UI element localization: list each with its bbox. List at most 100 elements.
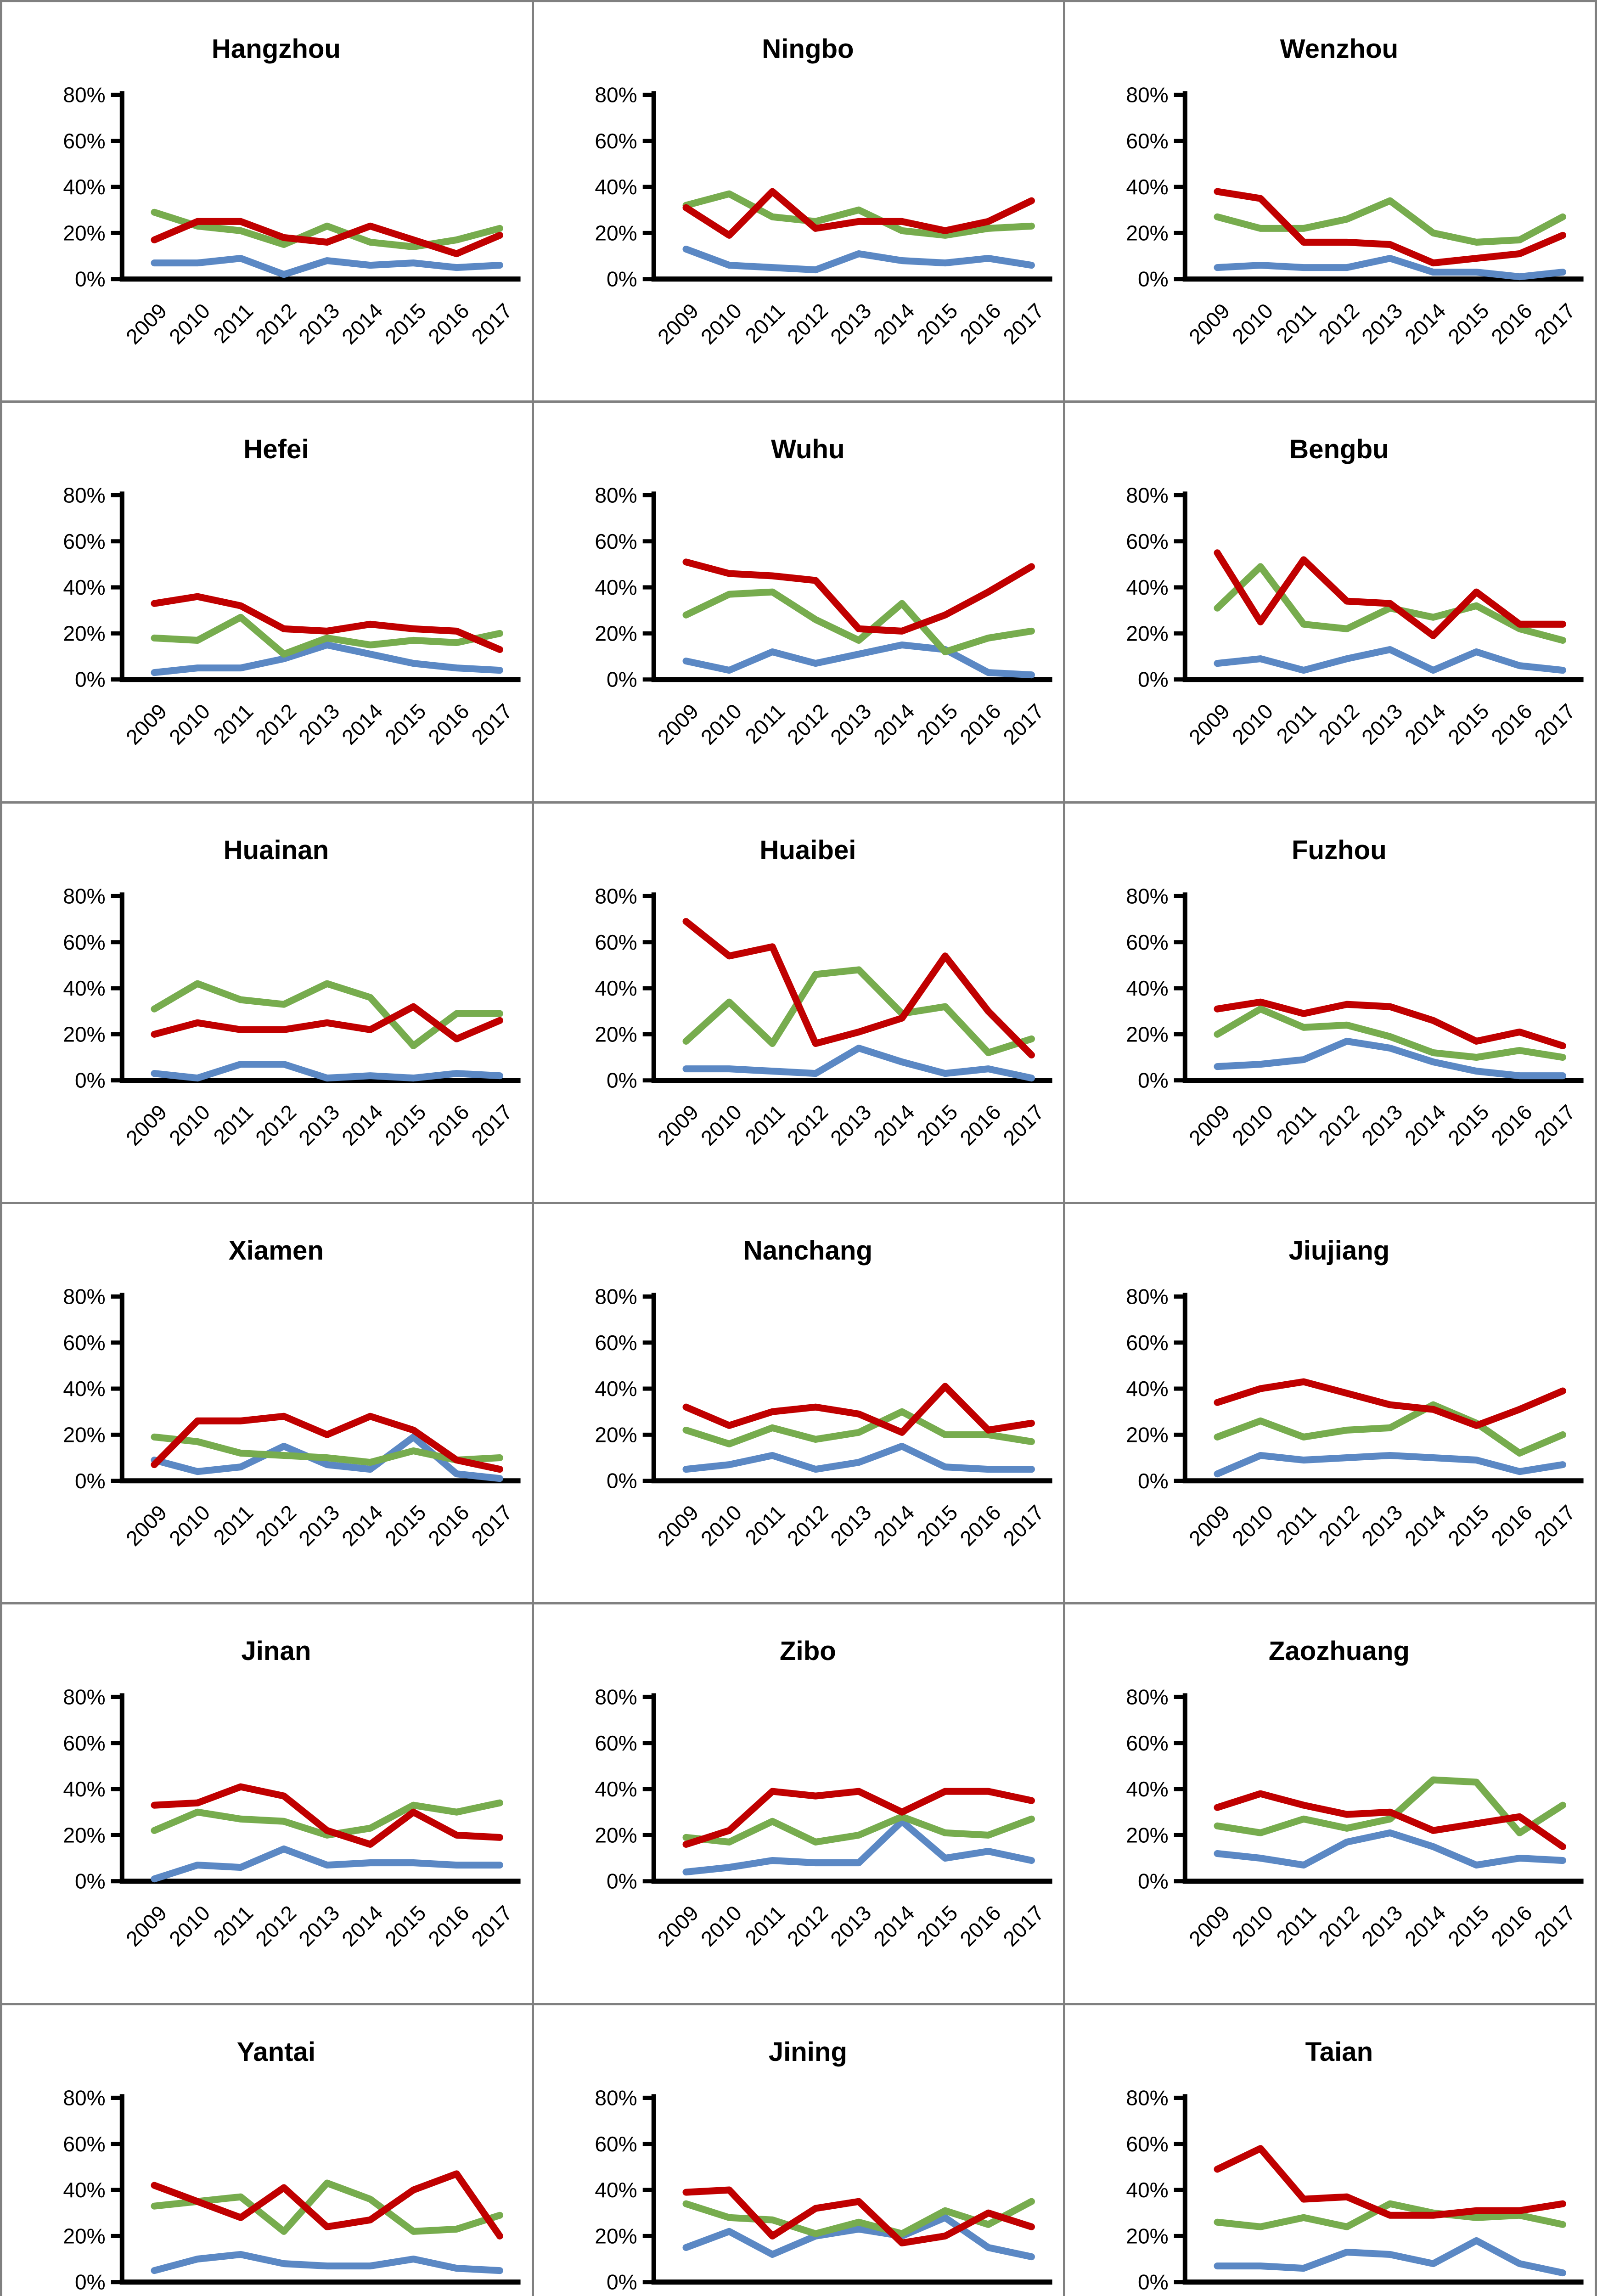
series-green-line: [1214, 1776, 1567, 1837]
series-blue-line: [151, 255, 503, 278]
chart-cell-yantai: Yantai0%20%40%60%80%20092010201120122013…: [2, 2005, 534, 2296]
y-tick-label: 80%: [1126, 1685, 1169, 1709]
line-chart-zibo: Zibo0%20%40%60%80%2009201020112012201320…: [595, 1636, 1052, 1951]
chart-cell-wuhu: Wuhu 0% 20% 40% 60% 80% 2009 2010 2011 2012 2013 20…: [534, 403, 1066, 804]
series-red-line: [1214, 549, 1567, 640]
y-tick-label: 80%: [1126, 1284, 1169, 1308]
chart-cell-hefei: Hefei 0% 20% 40% 60% 80% 2009 2010 2011 2012 2013 2…: [2, 403, 534, 804]
y-tick-label: 60%: [595, 930, 637, 954]
series-green-line: [151, 1433, 503, 1466]
y-tick-label: 60%: [63, 529, 105, 553]
y-tick-label: 20%: [63, 1423, 105, 1446]
y-tick-label: 20%: [595, 1423, 637, 1446]
y-tick-label: 40%: [1126, 976, 1169, 1000]
x-tick-label: 2009: [121, 1500, 171, 1550]
series-red-line: [151, 593, 503, 653]
y-tick-label: 20%: [595, 221, 637, 245]
chart-title: Zibo: [780, 1636, 836, 1666]
y-tick-label: 40%: [595, 976, 637, 1000]
y-tick-label: 60%: [1126, 1731, 1169, 1755]
y-tick-label: 60%: [1126, 529, 1169, 553]
x-tick-label: 2014: [337, 1100, 387, 1150]
x-tick-label: 2014: [869, 699, 919, 749]
x-tick-label: 2015: [380, 699, 430, 749]
chart-title: Wenzhou: [1280, 34, 1398, 64]
x-tick-label: 2009: [653, 298, 703, 349]
chart-title: Jinan: [241, 1637, 311, 1666]
x-tick-label: 2010: [1227, 1901, 1277, 1951]
x-tick-label: 2014: [1400, 298, 1450, 349]
x-tick-label: 2010: [1227, 1500, 1277, 1550]
x-tick-label: 2016: [955, 1901, 1005, 1951]
line-chart-ningbo: Ningbo 0% 20% 40% 60% 80% 20092010201120122013…: [595, 34, 1052, 349]
series-green-line: [682, 1408, 1035, 1447]
series-green-line: [151, 2179, 503, 2235]
x-tick-label: 2013: [294, 1100, 344, 1150]
x-tick-label: 2011: [208, 298, 258, 348]
y-tick-label: 0%: [607, 1469, 637, 1493]
x-tick-label: 2009: [653, 1100, 703, 1150]
y-tick-label: 80%: [595, 884, 637, 908]
y-tick-label: 40%: [63, 1377, 105, 1401]
x-tick-label: 2013: [1357, 1100, 1407, 1150]
line-chart-nanchang: Nanchang0%20%40%60%80%200920102011201220…: [595, 1236, 1052, 1551]
y-tick-label: 0%: [607, 267, 637, 291]
x-tick-label: 2017: [998, 1100, 1048, 1150]
x-tick-label: 2010: [164, 699, 214, 749]
x-tick-label: 2013: [826, 298, 876, 349]
chart-title: Huainan: [224, 835, 329, 865]
series-blue-line: [1214, 646, 1567, 674]
series-green-line: [1214, 1005, 1567, 1061]
x-tick-label: 2016: [955, 699, 1005, 749]
y-tick-label: 20%: [595, 1823, 637, 1847]
x-tick-label: 2010: [164, 1500, 214, 1550]
y-tick-label: 20%: [595, 2224, 637, 2248]
x-tick-label: 2011: [208, 699, 258, 748]
x-tick-label: 2015: [912, 1901, 962, 1951]
series-red-line: [682, 558, 1035, 635]
chart-cell-hangzhou: Hangzhou 0% 20% 40% 60% 80% 2009 2010 2011 2012 20…: [2, 2, 534, 403]
line-chart-xiamen: Xiamen 0% 20% 40% 60% 80% 20092010201120122013…: [63, 1236, 521, 1551]
x-tick-label: 2009: [121, 1901, 171, 1951]
y-tick-label: 80%: [595, 1685, 637, 1709]
series-red-line: [151, 218, 503, 258]
x-tick-label: 2011: [1272, 699, 1321, 748]
y-tick-label: 20%: [595, 622, 637, 646]
y-tick-label: 20%: [63, 2224, 105, 2248]
series-blue-line: [151, 1433, 503, 1482]
x-tick-label: 2011: [740, 1500, 789, 1549]
y-tick-label: 0%: [75, 1869, 106, 1893]
y-tick-label: 0%: [607, 1869, 637, 1893]
x-tick-label: 2016: [1487, 1901, 1537, 1951]
series-blue-line: [682, 1442, 1035, 1473]
y-tick-label: 20%: [1126, 1022, 1169, 1046]
x-tick-label: 2014: [1400, 699, 1450, 749]
x-tick-label: 2009: [653, 1500, 703, 1550]
x-tick-label: 2012: [251, 1500, 301, 1550]
x-tick-label: 2017: [467, 1500, 517, 1550]
x-tick-label: 2017: [1530, 298, 1580, 349]
series-red-line: [151, 2170, 503, 2240]
y-tick-label: 80%: [595, 83, 637, 107]
line-chart-jinan: Jinan0%20%40%60%80%200920102011201220132…: [63, 1637, 521, 1951]
chart-title: Hangzhou: [212, 34, 341, 64]
y-tick-label: 20%: [63, 221, 105, 245]
series-red-line: [682, 1383, 1035, 1436]
x-tick-label: 2017: [467, 298, 517, 349]
series-blue-line: [682, 642, 1035, 679]
line-chart-huaibei: Huaibei0%20%40%60%80%2009201020112012201…: [595, 835, 1052, 1150]
y-tick-label: 80%: [1126, 484, 1169, 507]
y-tick-label: 40%: [63, 1777, 105, 1801]
x-tick-label: 2011: [1272, 298, 1321, 348]
series-red-line: [682, 2186, 1035, 2246]
series-red-line: [682, 1788, 1035, 1848]
x-tick-label: 2014: [1400, 1100, 1450, 1150]
x-tick-label: 2011: [1272, 1100, 1321, 1149]
y-tick-label: 60%: [1126, 129, 1169, 153]
x-tick-label: 2011: [740, 699, 789, 748]
y-tick-label: 40%: [1126, 175, 1169, 199]
chart-cell-huainan: Huainan 0% 20% 40% 60% 80% 2009 2010 2011 2012 201…: [2, 803, 534, 1204]
x-tick-label: 2013: [294, 699, 344, 749]
